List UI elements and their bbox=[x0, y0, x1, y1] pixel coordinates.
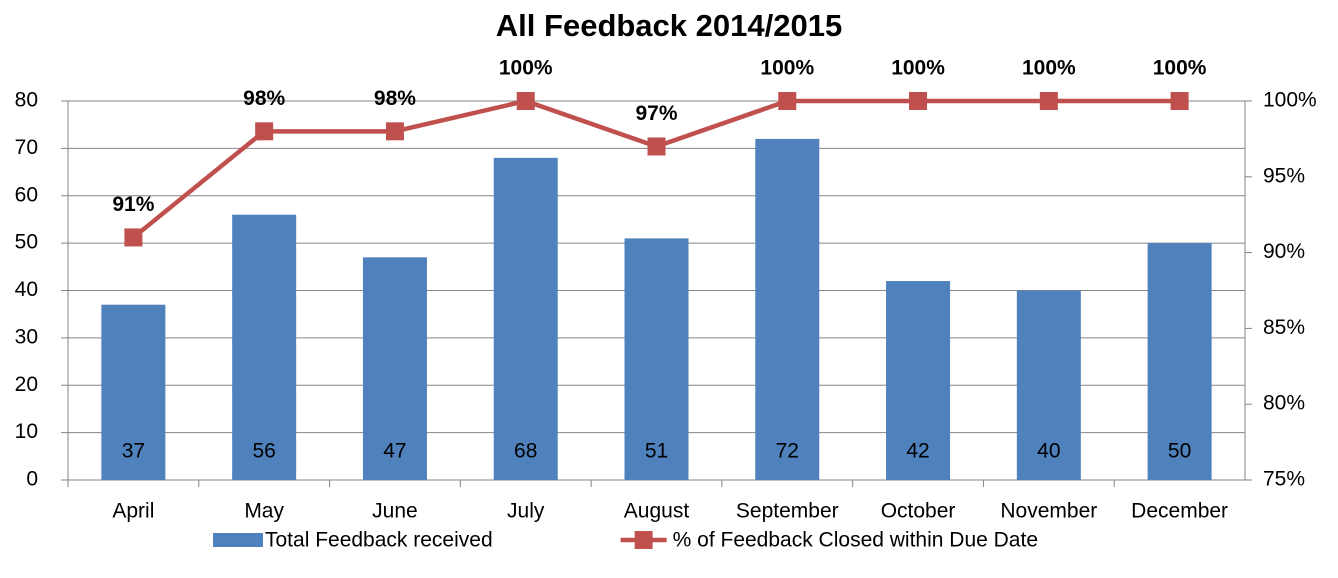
line-value-label: 91% bbox=[112, 193, 154, 216]
bar-value-label: 51 bbox=[645, 440, 668, 463]
x-tick-label: September bbox=[736, 500, 839, 523]
x-tick-label: June bbox=[372, 500, 418, 523]
bar-value-label: 68 bbox=[514, 440, 537, 463]
bar bbox=[624, 238, 689, 480]
bar bbox=[886, 281, 951, 480]
bar-value-label: 40 bbox=[1037, 440, 1060, 463]
x-tick-label: August bbox=[624, 500, 690, 523]
bar-value-label: 37 bbox=[122, 440, 145, 463]
line-marker bbox=[1170, 92, 1189, 110]
x-tick-label: May bbox=[244, 500, 284, 523]
bar-value-label: 72 bbox=[776, 440, 799, 463]
y-tick-label: 20 bbox=[15, 373, 38, 396]
y-tick-label: 60 bbox=[15, 183, 38, 206]
line-value-label: 98% bbox=[374, 87, 416, 110]
y2-tick-label: 80% bbox=[1263, 392, 1305, 415]
x-tick-label: October bbox=[881, 500, 956, 523]
line-value-label: 100% bbox=[760, 57, 814, 80]
line-value-label: 98% bbox=[243, 87, 285, 110]
bar bbox=[232, 214, 297, 480]
y-tick-label: 30 bbox=[15, 325, 38, 348]
line-marker bbox=[778, 92, 797, 110]
y2-tick-label: 95% bbox=[1263, 164, 1305, 187]
legend-label: Total Feedback received bbox=[265, 529, 493, 552]
x-tick-label: November bbox=[1000, 500, 1097, 523]
bar bbox=[493, 157, 558, 480]
bar bbox=[101, 304, 166, 480]
y-tick-label: 70 bbox=[15, 136, 38, 159]
bar bbox=[362, 257, 427, 480]
y-tick-label: 10 bbox=[15, 420, 38, 443]
line-value-label: 97% bbox=[635, 102, 677, 125]
bar-value-label: 47 bbox=[383, 440, 406, 463]
y2-tick-label: 100% bbox=[1263, 89, 1317, 112]
y-tick-label: 40 bbox=[15, 278, 38, 301]
bar-value-label: 56 bbox=[252, 440, 275, 463]
x-tick-label: July bbox=[507, 500, 545, 523]
legend-label: % of Feedback Closed within Due Date bbox=[673, 529, 1038, 552]
line-marker bbox=[255, 122, 274, 141]
line-marker bbox=[909, 92, 928, 110]
line-marker bbox=[385, 122, 404, 141]
bar bbox=[1147, 243, 1212, 480]
y-tick-label: 0 bbox=[26, 468, 38, 491]
y-tick-label: 80 bbox=[15, 89, 38, 112]
x-tick-label: April bbox=[112, 500, 154, 523]
y2-tick-label: 90% bbox=[1263, 240, 1305, 263]
line-marker bbox=[647, 137, 666, 156]
line-marker bbox=[1039, 92, 1058, 110]
bar-value-label: 50 bbox=[1168, 440, 1191, 463]
chart-title: All Feedback 2014/2015 bbox=[496, 8, 842, 43]
bar bbox=[755, 138, 820, 480]
line-value-label: 100% bbox=[1153, 57, 1207, 80]
x-tick-label: December bbox=[1131, 500, 1228, 523]
legend-swatch bbox=[213, 533, 263, 547]
line-value-label: 100% bbox=[891, 57, 945, 80]
line-value-label: 100% bbox=[499, 57, 553, 80]
line-marker bbox=[516, 92, 535, 110]
legend-marker bbox=[634, 531, 653, 549]
y2-tick-label: 75% bbox=[1263, 468, 1305, 491]
line-value-label: 100% bbox=[1022, 57, 1076, 80]
y2-tick-label: 85% bbox=[1263, 316, 1305, 339]
bar bbox=[1016, 290, 1081, 480]
bar-value-label: 42 bbox=[906, 440, 929, 463]
line-marker bbox=[124, 228, 143, 247]
y-tick-label: 50 bbox=[15, 231, 38, 254]
